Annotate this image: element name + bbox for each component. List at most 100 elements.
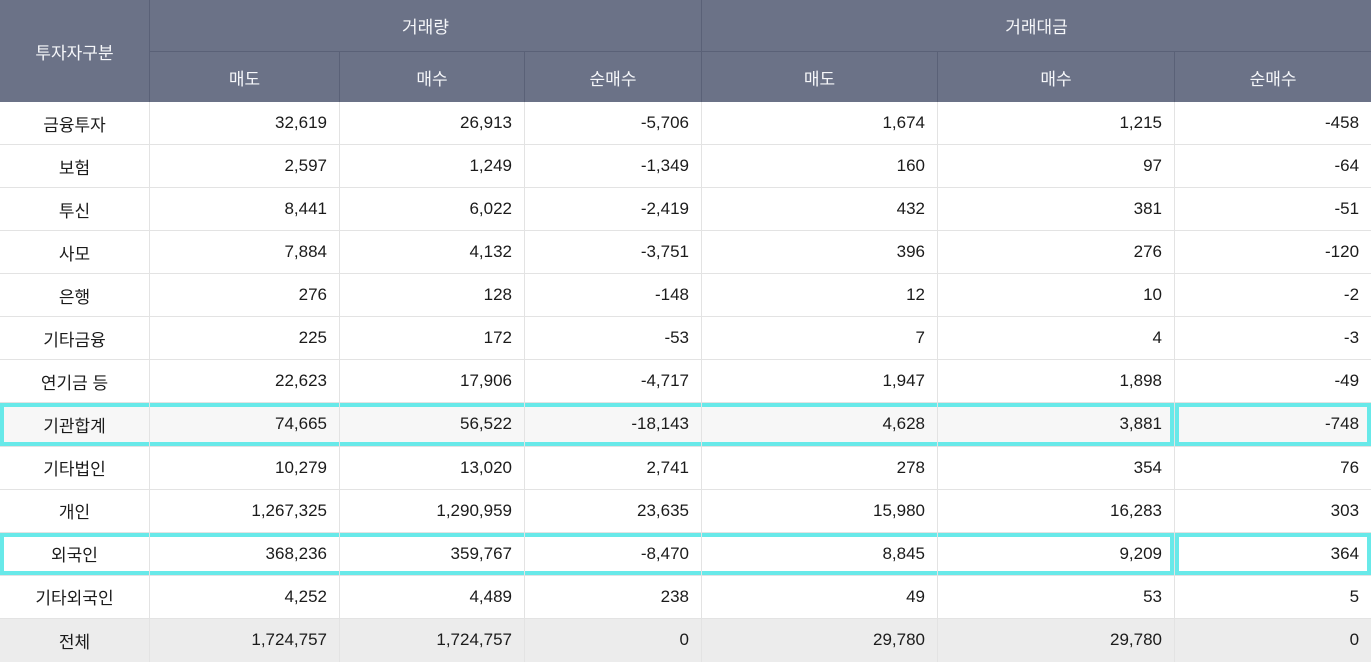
table-row: 기타법인 10,279 13,020 2,741 278 354 76	[0, 446, 1371, 490]
value-cell: 276	[938, 231, 1176, 275]
value-cell: 15,980	[702, 489, 939, 533]
value-cell: -18,143	[525, 403, 703, 447]
value-cell: 29,780	[938, 618, 1176, 662]
value-cell: 368,236	[150, 532, 340, 576]
header-group-value: 거래대금	[702, 0, 1371, 52]
value-cell: 7,884	[150, 231, 340, 275]
value-cell: 26,913	[340, 102, 525, 146]
value-cell: -748	[1175, 403, 1371, 447]
investor-label-cell: 기타금융	[0, 317, 150, 361]
value-cell: 160	[702, 145, 939, 189]
investor-label-cell: 개인	[0, 489, 150, 533]
value-cell: -5,706	[525, 102, 703, 146]
value-cell: 2,741	[525, 446, 703, 490]
value-cell: 1,724,757	[340, 618, 525, 662]
value-cell: 56,522	[340, 403, 525, 447]
value-cell: -4,717	[525, 360, 703, 404]
table-row: 개인 1,267,325 1,290,959 23,635 15,980 16,283 30…	[0, 489, 1371, 533]
investor-label-cell: 기관합계	[0, 403, 150, 447]
value-cell: 432	[702, 188, 939, 232]
table-row: 전체 1,724,757 1,724,757 0 29,780 29,780 0	[0, 618, 1371, 662]
value-cell: 278	[702, 446, 939, 490]
value-cell: 0	[1175, 618, 1371, 662]
value-cell: 364	[1175, 532, 1371, 576]
investor-label-cell: 금융투자	[0, 102, 150, 146]
value-cell: 8,441	[150, 188, 340, 232]
table-body: 금융투자 32,619 26,913 -5,706 1,674 1,215 -458 보험 2,…	[0, 102, 1371, 662]
value-cell: -120	[1175, 231, 1371, 275]
investor-label-cell: 기타법인	[0, 446, 150, 490]
value-cell: -458	[1175, 102, 1371, 146]
value-cell: 4,489	[340, 575, 525, 619]
investor-label-cell: 은행	[0, 274, 150, 318]
value-cell: 1,290,959	[340, 489, 525, 533]
value-cell: 381	[938, 188, 1176, 232]
value-cell: 5	[1175, 575, 1371, 619]
header-volume-buy: 매수	[340, 52, 525, 102]
value-cell: 22,623	[150, 360, 340, 404]
value-cell: -3	[1175, 317, 1371, 361]
value-cell: 396	[702, 231, 939, 275]
table-row: 사모 7,884 4,132 -3,751 396 276 -120	[0, 231, 1371, 275]
header-value-buy: 매수	[938, 52, 1176, 102]
value-cell: -49	[1175, 360, 1371, 404]
value-cell: 12	[702, 274, 939, 318]
value-cell: 23,635	[525, 489, 703, 533]
header-group-volume: 거래량	[150, 0, 703, 52]
value-cell: 10	[938, 274, 1176, 318]
value-cell: 49	[702, 575, 939, 619]
table-row: 투신 8,441 6,022 -2,419 432 381 -51	[0, 188, 1371, 232]
header-value-sell: 매도	[702, 52, 939, 102]
value-cell: 359,767	[340, 532, 525, 576]
value-cell: 1,724,757	[150, 618, 340, 662]
value-cell: 53	[938, 575, 1176, 619]
value-cell: 172	[340, 317, 525, 361]
table-row: 기타금융 225 172 -53 7 4 -3	[0, 317, 1371, 361]
value-cell: 1,215	[938, 102, 1176, 146]
table-row: 기타외국인 4,252 4,489 238 49 53 5	[0, 575, 1371, 619]
value-cell: 16,283	[938, 489, 1176, 533]
investor-label-cell: 외국인	[0, 532, 150, 576]
value-cell: 0	[525, 618, 703, 662]
table-row: 기관합계 74,665 56,522 -18,143 4,628 3,881 -748	[0, 403, 1371, 447]
value-cell: -2,419	[525, 188, 703, 232]
value-cell: 76	[1175, 446, 1371, 490]
investor-label-cell: 보험	[0, 145, 150, 189]
value-cell: 74,665	[150, 403, 340, 447]
value-cell: 97	[938, 145, 1176, 189]
value-cell: -1,349	[525, 145, 703, 189]
investor-label-cell: 연기금 등	[0, 360, 150, 404]
value-cell: 4,628	[702, 403, 939, 447]
value-cell: 4	[938, 317, 1176, 361]
value-cell: 1,674	[702, 102, 939, 146]
value-cell: 303	[1175, 489, 1371, 533]
header-volume-sell: 매도	[150, 52, 340, 102]
value-cell: 7	[702, 317, 939, 361]
value-cell: -53	[525, 317, 703, 361]
value-cell: 29,780	[702, 618, 939, 662]
investor-label-cell: 기타외국인	[0, 575, 150, 619]
value-cell: 17,906	[340, 360, 525, 404]
value-cell: 1,267,325	[150, 489, 340, 533]
table-header: 투자자구분 거래량 거래대금 매도 매수 순매수 매도 매수 순매수	[0, 0, 1371, 102]
value-cell: 1,898	[938, 360, 1176, 404]
value-cell: -148	[525, 274, 703, 318]
value-cell: 3,881	[938, 403, 1176, 447]
value-cell: -8,470	[525, 532, 703, 576]
header-sub-row: 매도 매수 순매수 매도 매수 순매수	[0, 52, 1371, 102]
value-cell: 32,619	[150, 102, 340, 146]
table-row: 보험 2,597 1,249 -1,349 160 97 -64	[0, 145, 1371, 189]
value-cell: 10,279	[150, 446, 340, 490]
value-cell: 225	[150, 317, 340, 361]
value-cell: 1,249	[340, 145, 525, 189]
table-row: 은행 276 128 -148 12 10 -2	[0, 274, 1371, 318]
investor-label-cell: 전체	[0, 618, 150, 662]
investor-label-cell: 사모	[0, 231, 150, 275]
value-cell: -3,751	[525, 231, 703, 275]
value-cell: 128	[340, 274, 525, 318]
value-cell: 13,020	[340, 446, 525, 490]
header-value-netbuy: 순매수	[1175, 52, 1371, 102]
value-cell: 6,022	[340, 188, 525, 232]
